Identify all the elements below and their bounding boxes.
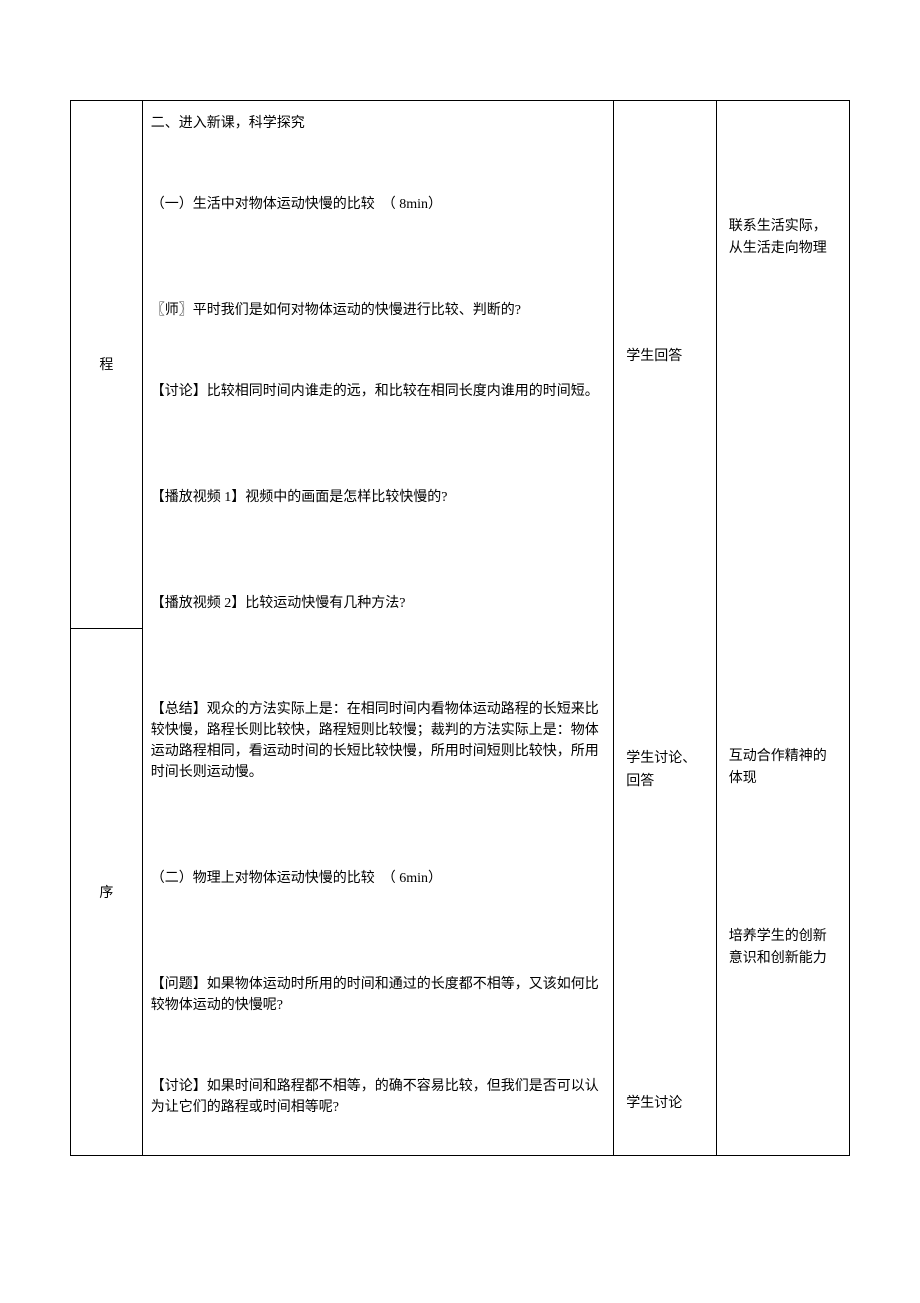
table-row: 程 二、进入新课，科学探究 （一）生活中对物体运动快慢的比较 （ 8min） 〖…: [71, 101, 850, 629]
responses-cell: 学生回答 学生讨论、回答 学生讨论: [614, 101, 717, 1156]
spacer: [614, 378, 716, 748]
spacer: [151, 321, 606, 381]
spacer: [151, 889, 606, 949]
left-label-2: 序: [71, 882, 142, 902]
spacer: [717, 101, 849, 216]
spacer: [614, 101, 716, 346]
lesson-plan-table: 程 二、进入新课，科学探究 （一）生活中对物体运动快慢的比较 （ 8min） 〖…: [70, 100, 850, 1156]
section-2-title: （二）物理上对物体运动快慢的比较 （ 6min）: [151, 868, 606, 889]
note-1: 联系生活实际，从生活走向物理: [717, 216, 849, 271]
spacer: [151, 402, 606, 462]
spacer: [151, 134, 606, 194]
response-1: 学生回答: [614, 346, 716, 378]
spacer: [151, 949, 606, 974]
spacer: [151, 462, 606, 487]
content-wrapper: 二、进入新课，科学探究 （一）生活中对物体运动快慢的比较 （ 8min） 〖师〗…: [143, 101, 614, 1155]
notes-cell: 联系生活实际，从生活走向物理 互动合作精神的体现 培养学生的创新意识和创新能力: [716, 101, 849, 1156]
left-label-cell-2: 序: [71, 628, 143, 1156]
spacer: [151, 568, 606, 593]
spacer: [151, 674, 606, 699]
left-label-1: 程: [71, 354, 142, 374]
note-3: 培养学生的创新意识和创新能力: [717, 926, 849, 981]
main-heading: 二、进入新课，科学探究: [151, 113, 606, 134]
video-2-prompt: 【播放视频 2】比较运动快慢有几种方法?: [151, 593, 606, 614]
spacer: [717, 271, 849, 746]
spacer: [151, 508, 606, 568]
spacer: [717, 801, 849, 926]
response-3: 学生讨论: [614, 1093, 716, 1125]
response-2: 学生讨论、回答: [614, 748, 716, 803]
discussion-2: 【讨论】如果时间和路程都不相等，的确不容易比较，但我们是否可以认为让它们的路程或…: [151, 1076, 606, 1118]
spacer: [151, 614, 606, 674]
spacer: [151, 215, 606, 275]
teacher-prompt: 〖师〗平时我们是如何对物体运动的快慢进行比较、判断的?: [151, 300, 606, 321]
video-1-prompt: 【播放视频 1】视频中的画面是怎样比较快慢的?: [151, 487, 606, 508]
section-1-title: （一）生活中对物体运动快慢的比较 （ 8min）: [151, 194, 606, 215]
left-label-cell-1: 程: [71, 101, 143, 629]
middle-content-cell: 二、进入新课，科学探究 （一）生活中对物体运动快慢的比较 （ 8min） 〖师〗…: [142, 101, 614, 1156]
spacer: [614, 803, 716, 1093]
spacer: [151, 843, 606, 868]
summary-text: 【总结】观众的方法实际上是：在相同时间内看物体运动路程的长短来比较快慢，路程长则…: [151, 699, 606, 783]
note-2: 互动合作精神的体现: [717, 746, 849, 801]
spacer: [151, 1016, 606, 1076]
spacer: [151, 783, 606, 843]
discussion-1: 【讨论】比较相同时间内谁走的远，和比较在相同长度内谁用的时间短。: [151, 381, 606, 402]
question-text: 【问题】如果物体运动时所用的时间和通过的长度都不相等，又该如何比较物体运动的快慢…: [151, 974, 606, 1016]
spacer: [151, 1118, 606, 1143]
spacer: [151, 275, 606, 300]
